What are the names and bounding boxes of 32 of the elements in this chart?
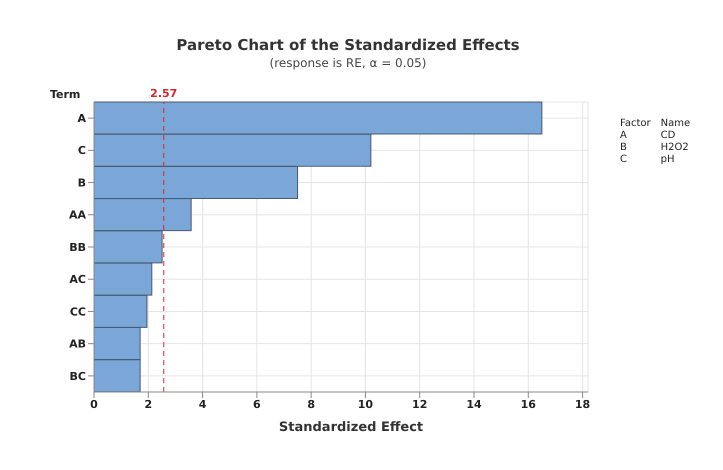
y-axis-title: Term xyxy=(50,88,80,101)
text: A xyxy=(620,130,628,142)
x-tick-label: 0 xyxy=(90,398,98,411)
chart-title: Pareto Chart of the Standardized Effects xyxy=(175,36,521,54)
x-tick-label: 4 xyxy=(198,398,207,411)
text: H2O2 xyxy=(660,142,690,154)
text: Factor xyxy=(620,118,651,130)
chart-subtitle: (response is RE, α = 0.05) xyxy=(268,56,428,70)
x-axis-title: Standardized Effect xyxy=(278,420,424,435)
x-tick-label: 10 xyxy=(358,398,374,411)
x-tick-label: 16 xyxy=(520,398,536,411)
y-tick-label: AA xyxy=(68,208,86,222)
y-tick-label: AB xyxy=(69,338,86,351)
text: CD xyxy=(660,130,676,142)
text: C xyxy=(620,154,628,166)
text: B xyxy=(620,142,628,154)
x-tick-label: 18 xyxy=(574,398,590,411)
x-tick-label: 14 xyxy=(466,398,482,411)
x-tick-label: 12 xyxy=(412,398,428,411)
y-tick-label: B xyxy=(78,176,86,190)
text: pH xyxy=(660,154,676,166)
y-tick-label: CC xyxy=(70,305,86,318)
text: Name xyxy=(660,118,690,130)
x-tick-label: 8 xyxy=(307,398,315,411)
y-tick-label: BB xyxy=(69,240,86,254)
y-tick-label: AC xyxy=(69,273,86,286)
x-tick-label: 6 xyxy=(253,398,262,411)
y-tick-label: BC xyxy=(70,370,86,383)
x-tick-label: 2 xyxy=(144,398,152,411)
y-tick-label: A xyxy=(77,112,86,126)
ref-line-label: 2.57 xyxy=(150,87,178,100)
y-tick-label: C xyxy=(78,144,86,158)
